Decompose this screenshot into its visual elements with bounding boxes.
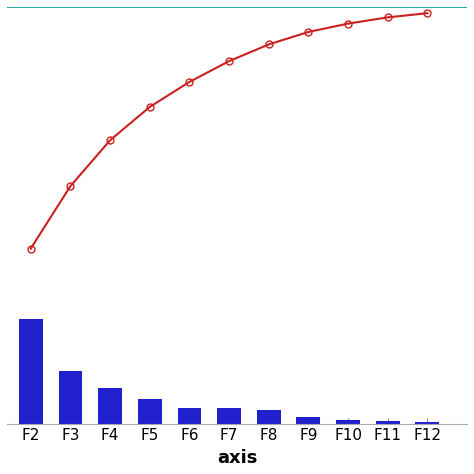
Bar (138, 399, 162, 424)
Bar (19, 319, 43, 424)
Bar (376, 421, 400, 424)
Bar (177, 408, 201, 424)
Bar (297, 417, 320, 424)
Bar (257, 410, 281, 424)
Bar (336, 420, 360, 424)
Bar (217, 409, 241, 424)
Bar (416, 422, 439, 424)
Bar (98, 388, 122, 424)
Bar (58, 371, 82, 424)
X-axis label: axis: axis (217, 449, 257, 467)
